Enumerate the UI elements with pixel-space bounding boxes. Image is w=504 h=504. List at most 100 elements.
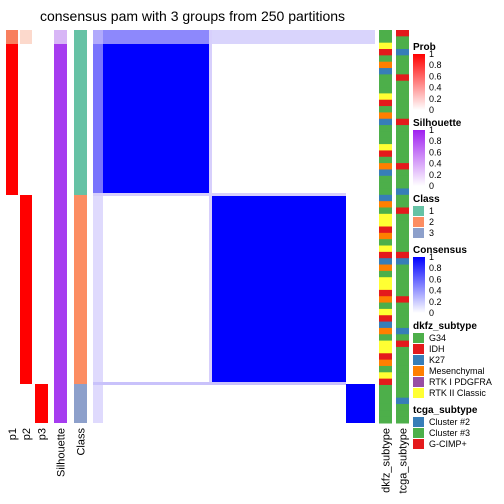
legend-tick: 0.2 xyxy=(429,170,442,180)
legend-label: G-CIMP+ xyxy=(429,439,467,449)
legend-swatch xyxy=(413,428,424,438)
legend-tick: 0.6 xyxy=(429,274,442,284)
p2-cell xyxy=(20,195,32,384)
dkfz-subtype-cell xyxy=(379,220,392,227)
dkfz-subtype-cell xyxy=(379,99,392,107)
dkfz-subtype-cell xyxy=(379,213,392,221)
legend-swatch xyxy=(413,206,424,216)
tcga-subtype-cell xyxy=(396,372,409,380)
silhouette-cell xyxy=(54,30,67,195)
tcga-subtype-cell xyxy=(396,125,409,132)
legend-tick: 0.8 xyxy=(429,60,442,70)
tcga-subtype-cell xyxy=(396,302,409,310)
dkfz-subtype-cell xyxy=(379,182,392,189)
legend-title: Class xyxy=(413,194,440,205)
legend-swatch xyxy=(413,355,424,365)
tcga-subtype-cell xyxy=(396,327,409,335)
legend-swatch xyxy=(413,344,424,354)
tcga-subtype-cell xyxy=(396,150,409,158)
dkfz-subtype-cell xyxy=(379,403,392,411)
dkfz-subtype-cell xyxy=(379,359,392,367)
tcga-subtype-cell xyxy=(396,49,409,56)
dkfz-subtype-cell xyxy=(379,397,392,405)
tcga-subtype-cell xyxy=(396,245,409,253)
dkfz-subtype-cell xyxy=(379,372,392,380)
dkfz-subtype-cell xyxy=(379,80,392,88)
legend-swatch xyxy=(413,377,424,387)
dkfz-subtype-cell xyxy=(379,378,392,386)
legend-title: tcga_subtype xyxy=(413,405,478,416)
legend-tick: 0 xyxy=(429,105,434,115)
dkfz-subtype-cell xyxy=(379,188,392,196)
dkfz-subtype-cell xyxy=(379,353,392,361)
tcga-subtype-cell xyxy=(396,296,409,304)
dkfz-subtype-cell xyxy=(379,410,392,418)
dkfz-subtype-cell xyxy=(379,156,392,164)
dkfz-subtype-cell xyxy=(379,207,392,215)
dkfz-subtype-cell xyxy=(379,131,392,139)
dkfz-subtype-cell xyxy=(379,264,392,272)
legend-tick: 0.8 xyxy=(429,263,442,273)
silhouette-cell xyxy=(54,195,67,384)
column-label-p2: p2 xyxy=(21,428,33,440)
silhouette-cell xyxy=(54,384,67,423)
consensus-block xyxy=(211,195,346,384)
tcga-subtype-cell xyxy=(396,175,409,183)
p2-cell xyxy=(20,30,32,44)
legend-tick: 0.8 xyxy=(429,136,442,146)
dkfz-subtype-cell xyxy=(379,118,392,126)
tcga-subtype-cell xyxy=(396,410,409,418)
dkfz-subtype-cell xyxy=(379,201,392,208)
tcga-subtype-cell xyxy=(396,391,409,399)
tcga-subtype-cell xyxy=(396,258,409,266)
legend-label: Cluster #3 xyxy=(429,428,470,438)
dkfz-subtype-cell xyxy=(379,277,392,285)
legend-swatch xyxy=(413,333,424,343)
tcga-subtype-cell xyxy=(396,232,409,240)
legend-tick: 0.6 xyxy=(429,71,442,81)
legend-gradient xyxy=(413,257,425,313)
dkfz-subtype-cell xyxy=(379,384,392,392)
tcga-subtype-cell xyxy=(396,156,409,164)
consensus-block xyxy=(93,30,211,195)
tcga-subtype-cell xyxy=(396,264,409,272)
dkfz-subtype-cell xyxy=(379,61,392,69)
legend-title: dkfz_subtype xyxy=(413,321,477,332)
dkfz-subtype-cell xyxy=(379,315,392,323)
legend-tick: 0.4 xyxy=(429,159,442,169)
class-cell xyxy=(74,384,87,423)
dkfz-subtype-cell xyxy=(379,308,392,316)
legend-tick: 0 xyxy=(429,308,434,318)
tcga-subtype-cell xyxy=(396,277,409,285)
p1-cell xyxy=(6,30,18,195)
legend-swatch xyxy=(413,228,424,238)
tcga-subtype-cell xyxy=(396,194,409,202)
tcga-subtype-cell xyxy=(396,201,409,208)
tcga-subtype-cell xyxy=(396,137,409,145)
dkfz-subtype-cell xyxy=(379,175,392,183)
legend-tick: 1 xyxy=(429,49,434,59)
tcga-subtype-cell xyxy=(396,80,409,88)
legend-label: IDH xyxy=(429,344,445,354)
legend-label: 3 xyxy=(429,228,434,238)
class-cell xyxy=(74,30,87,195)
dkfz-subtype-cell xyxy=(379,68,392,75)
legend-gradient xyxy=(413,54,425,110)
legend-label: RTK I PDGFRA xyxy=(429,377,492,387)
tcga-subtype-cell xyxy=(396,239,409,247)
column-label-silhouette: Silhouette xyxy=(56,428,68,477)
p3-column xyxy=(35,30,48,423)
consensus-block xyxy=(346,384,375,423)
dkfz-subtype-cell xyxy=(379,340,392,348)
tcga-subtype-cell xyxy=(396,378,409,386)
column-label-p3: p3 xyxy=(37,428,49,440)
tcga-subtype-cell xyxy=(396,416,409,424)
tcga-subtype-cell xyxy=(396,220,409,227)
legend-label: G34 xyxy=(429,333,446,343)
legend-swatch xyxy=(413,417,424,427)
dkfz-subtype-cell xyxy=(379,194,392,202)
legend-tick: 0 xyxy=(429,181,434,191)
class-cell xyxy=(74,195,87,384)
column-label-class: Class xyxy=(76,428,88,456)
